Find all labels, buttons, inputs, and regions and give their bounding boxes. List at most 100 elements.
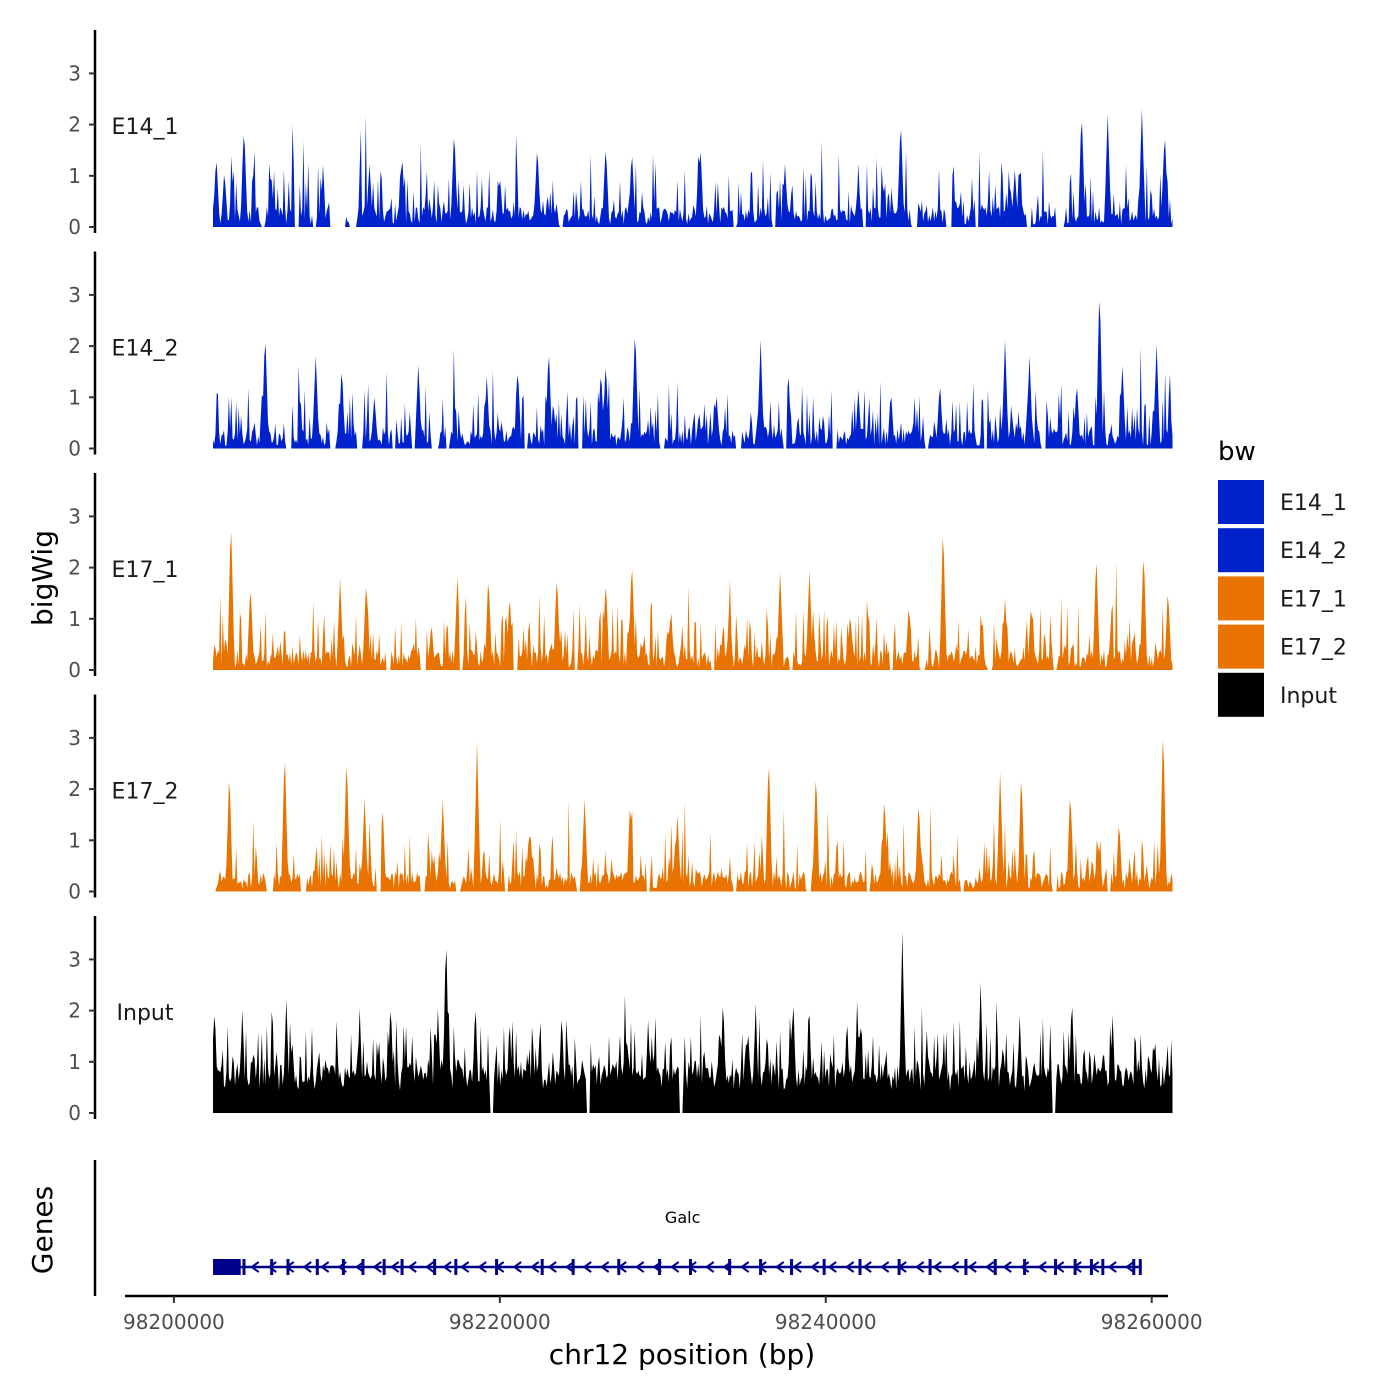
y-tick-label: 0 [68,658,81,682]
legend-swatch-Input [1218,672,1264,717]
strand-arrow [477,1261,487,1273]
y-tick-label: 1 [68,164,81,188]
legend-swatch-E14_1 [1218,480,1264,524]
legend-label-E17_2: E17_2 [1280,636,1347,661]
strand-arrow [582,1261,592,1273]
strand-arrow [669,1261,680,1273]
strand-arrow [739,1261,750,1273]
strand-arrow [897,1261,907,1273]
legend-label-Input: Input [1280,684,1337,709]
track-E17_2: 0 1 2 3 E17_2 [68,694,1173,904]
x-tick-label: 98260000 [1101,1310,1203,1334]
strand-arrow [1054,1261,1065,1273]
strand-arrow [302,1261,312,1273]
strand-arrow [564,1261,575,1273]
y-tick-label: 1 [68,828,81,852]
strand-arrow [792,1261,802,1273]
strand-arrow [512,1261,522,1273]
y-tick-label: 0 [68,215,81,239]
strand-arrow [1107,1261,1117,1273]
strand-arrow [1089,1261,1100,1273]
strand-arrow [599,1261,610,1273]
strand-arrow [652,1261,662,1273]
strand-arrow [407,1261,417,1273]
strand-arrow [617,1261,627,1273]
legend: bw E14_1 E14_2 E17_1 E17_2 Input [1218,437,1347,717]
area-E17_1 [213,532,1173,670]
strand-arrow [1037,1261,1047,1273]
strand-arrow [337,1261,347,1273]
strand-arrow [389,1261,400,1273]
strand-arrow [774,1261,785,1273]
strand-arrow [862,1261,872,1273]
legend-label-E14_1: E14_1 [1280,491,1347,516]
y-tick-label: 3 [68,283,81,307]
strand-arrow [967,1261,977,1273]
strand-arrow [529,1261,540,1273]
x-tick-label: 98220000 [449,1310,551,1334]
x-axis-title: chr12 position (bp) [549,1338,815,1371]
strand-arrow [1019,1261,1030,1273]
y-tick-label: 1 [68,607,81,631]
strand-arrow [704,1261,715,1273]
x-tick-label: 98240000 [775,1310,877,1334]
strand-arrow [687,1261,697,1273]
area-E14_2 [213,301,1173,449]
y-tick-label: 2 [68,777,81,801]
y-tick-label: 1 [68,1050,81,1074]
legend-label-E14_2: E14_2 [1280,539,1347,564]
area-Input [213,931,1173,1113]
strand-arrow [547,1261,557,1273]
strand-arrow [914,1261,925,1273]
track-label: Input [117,1001,174,1026]
area-E14_1 [213,108,1173,227]
x-tick-label: 98200000 [123,1310,225,1334]
strand-arrow [372,1261,382,1273]
strand-arrow [1072,1261,1082,1273]
strand-arrow [984,1261,995,1273]
strand-arrow [424,1261,435,1273]
strand-arrow [494,1261,505,1273]
gene-panel: Galc [93,1160,1142,1296]
track-E17_1: 0 1 2 3 E17_1 [68,473,1173,682]
y-tick-label: 3 [68,726,81,750]
track-label: E17_2 [112,780,179,805]
strand-arrow [267,1261,277,1273]
y-tick-label: 2 [68,556,81,580]
track-label: E17_1 [112,558,179,583]
track-label: E14_1 [112,115,179,140]
y-tick-label: 3 [68,947,81,971]
strand-arrow [827,1261,837,1273]
genes-axis-title: Genes [26,1186,59,1274]
y-tick-label: 3 [68,61,81,85]
y-tick-label: 1 [68,385,81,409]
area-E17_2 [213,739,1173,892]
strand-arrow [284,1261,295,1273]
strand-arrow [634,1261,645,1273]
strand-arrow [459,1261,470,1273]
x-axis: 98200000 98220000 98240000 98260000 [123,1294,1203,1334]
strand-arrow [442,1261,452,1273]
y-tick-label: 2 [68,113,81,137]
strand-arrow [1124,1261,1135,1273]
legend-label-E17_1: E17_1 [1280,587,1347,612]
track-Input: 0 1 2 3 Input [68,916,1173,1125]
gene-utr-block [213,1259,241,1275]
strand-arrow [757,1261,767,1273]
y-tick-label: 0 [68,437,81,461]
y-tick-label: 3 [68,504,81,528]
y-tick-label: 2 [68,999,81,1023]
strand-arrow [319,1261,330,1273]
track-E14_2: 0 1 2 3 E14_2 [68,251,1173,461]
tracks: 0 1 2 3 E14_1 0 1 2 3 E14_2 0 1 2 3 E17_1 0 1 2 3 E17_2 0 1 2 3… [68,30,1173,1125]
strand-arrow [844,1261,855,1273]
legend-swatch-E14_2 [1218,528,1264,573]
y-tick-label: 2 [68,334,81,358]
legend-swatch-E17_2 [1218,624,1264,669]
gene-label: Galc [665,1208,700,1227]
strand-arrow [1002,1261,1012,1273]
strand-arrow [932,1261,942,1273]
strand-arrow [809,1261,820,1273]
strand-arrow [879,1261,890,1273]
